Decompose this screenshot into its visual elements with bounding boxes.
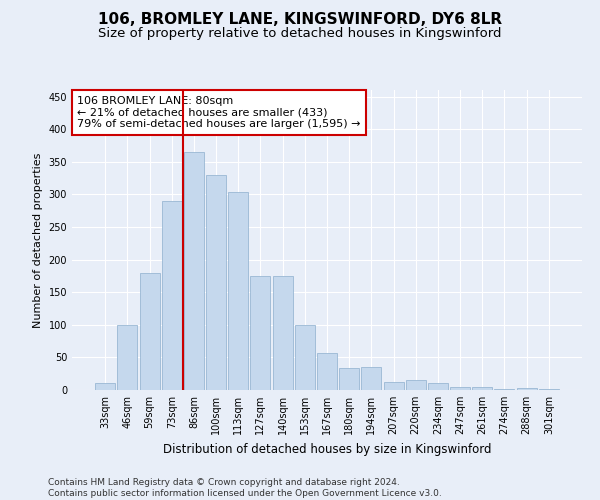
Bar xyxy=(517,388,536,390)
Bar xyxy=(272,276,293,390)
Bar xyxy=(339,368,359,390)
Bar xyxy=(383,382,404,390)
Bar xyxy=(140,272,160,390)
Bar xyxy=(539,388,559,390)
Bar xyxy=(494,388,514,390)
Bar xyxy=(295,325,315,390)
Bar xyxy=(361,367,382,390)
Bar xyxy=(250,276,271,390)
Bar xyxy=(95,384,115,390)
Bar xyxy=(162,201,182,390)
Text: Contains HM Land Registry data © Crown copyright and database right 2024.
Contai: Contains HM Land Registry data © Crown c… xyxy=(48,478,442,498)
X-axis label: Distribution of detached houses by size in Kingswinford: Distribution of detached houses by size … xyxy=(163,442,491,456)
Bar xyxy=(228,192,248,390)
Text: Size of property relative to detached houses in Kingswinford: Size of property relative to detached ho… xyxy=(98,28,502,40)
Bar xyxy=(317,353,337,390)
Bar xyxy=(118,325,137,390)
Bar xyxy=(184,152,204,390)
Bar xyxy=(450,386,470,390)
Text: 106, BROMLEY LANE, KINGSWINFORD, DY6 8LR: 106, BROMLEY LANE, KINGSWINFORD, DY6 8LR xyxy=(98,12,502,28)
Text: 106 BROMLEY LANE: 80sqm
← 21% of detached houses are smaller (433)
79% of semi-d: 106 BROMLEY LANE: 80sqm ← 21% of detache… xyxy=(77,96,361,129)
Y-axis label: Number of detached properties: Number of detached properties xyxy=(33,152,43,328)
Bar xyxy=(206,175,226,390)
Bar xyxy=(428,384,448,390)
Bar xyxy=(472,386,492,390)
Bar xyxy=(406,380,426,390)
